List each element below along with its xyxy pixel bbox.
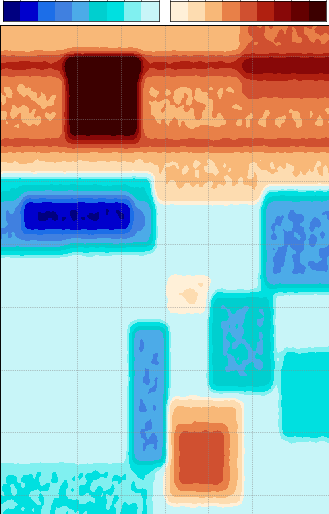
Bar [89, 1, 107, 21]
Bar [240, 1, 257, 21]
Bar [188, 1, 205, 21]
Bar [124, 1, 141, 21]
Bar [309, 1, 326, 21]
Bar [3, 1, 20, 21]
Bar [72, 1, 89, 21]
Bar [257, 1, 274, 21]
Bar [205, 1, 222, 21]
Bar [291, 1, 309, 21]
Bar [274, 1, 291, 21]
Bar [55, 1, 72, 21]
Bar [170, 1, 188, 21]
Bar [38, 1, 55, 21]
Bar [141, 1, 159, 21]
Bar [107, 1, 124, 21]
Bar [20, 1, 38, 21]
Bar [222, 1, 240, 21]
